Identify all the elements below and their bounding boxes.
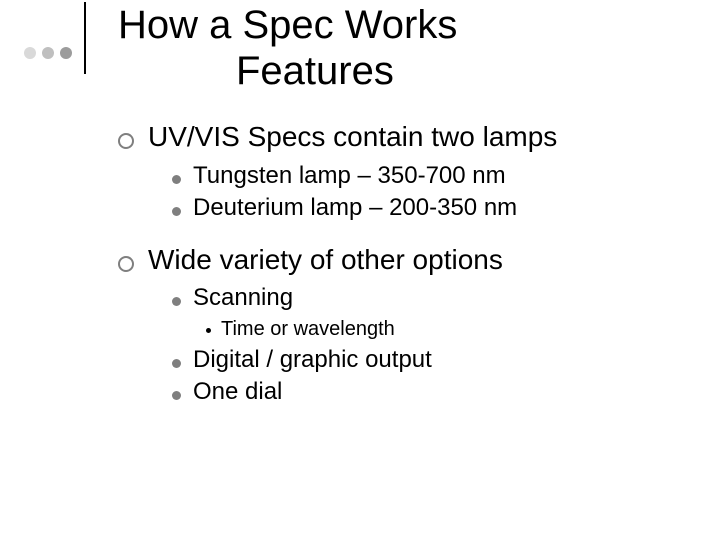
l2-text: One dial xyxy=(193,376,282,408)
bullet-l2: Digital / graphic output xyxy=(172,344,678,376)
l2-text: Scanning xyxy=(193,282,293,314)
filled-circle-icon xyxy=(172,175,181,184)
l1-text: UV/VIS Specs contain two lamps xyxy=(148,118,557,156)
title-block: How a Spec Works Features xyxy=(118,2,678,94)
bullet-l3: Time or wavelength xyxy=(206,315,678,344)
filled-circle-icon xyxy=(172,297,181,306)
l3-group: Time or wavelength xyxy=(206,315,678,344)
bullet-l2: Tungsten lamp – 350-700 nm xyxy=(172,160,678,192)
title-line-1: How a Spec Works xyxy=(118,2,678,48)
hollow-circle-icon xyxy=(118,133,134,149)
l3-text: Time or wavelength xyxy=(221,315,395,344)
filled-circle-icon xyxy=(172,207,181,216)
decor-vertical-line xyxy=(84,2,86,74)
bullet-l1: Wide variety of other options xyxy=(118,241,678,279)
l2-group: Tungsten lamp – 350-700 nm Deuterium lam… xyxy=(172,160,678,225)
bullet-l1: UV/VIS Specs contain two lamps xyxy=(118,118,678,156)
decor-dot-1 xyxy=(24,47,36,59)
l2-text: Deuterium lamp – 200-350 nm xyxy=(193,192,517,224)
body-content: UV/VIS Specs contain two lamps Tungsten … xyxy=(118,118,678,425)
decor-dot-2 xyxy=(42,47,54,59)
filled-circle-icon xyxy=(172,391,181,400)
filled-circle-icon xyxy=(172,359,181,368)
l1-text: Wide variety of other options xyxy=(148,241,503,279)
l2-text: Digital / graphic output xyxy=(193,344,432,376)
hollow-circle-icon xyxy=(118,256,134,272)
bullet-l2: Deuterium lamp – 200-350 nm xyxy=(172,192,678,224)
small-dot-icon xyxy=(206,328,211,333)
l2-group: Scanning Time or wavelength Digital / gr… xyxy=(172,282,678,408)
bullet-l2: One dial xyxy=(172,376,678,408)
slide: How a Spec Works Features UV/VIS Specs c… xyxy=(0,0,720,540)
l2-text: Tungsten lamp – 350-700 nm xyxy=(193,160,506,192)
title-line-2: Features xyxy=(118,48,678,94)
decor-dots xyxy=(24,32,86,74)
bullet-l2: Scanning xyxy=(172,282,678,314)
decor-dot-3 xyxy=(60,47,72,59)
